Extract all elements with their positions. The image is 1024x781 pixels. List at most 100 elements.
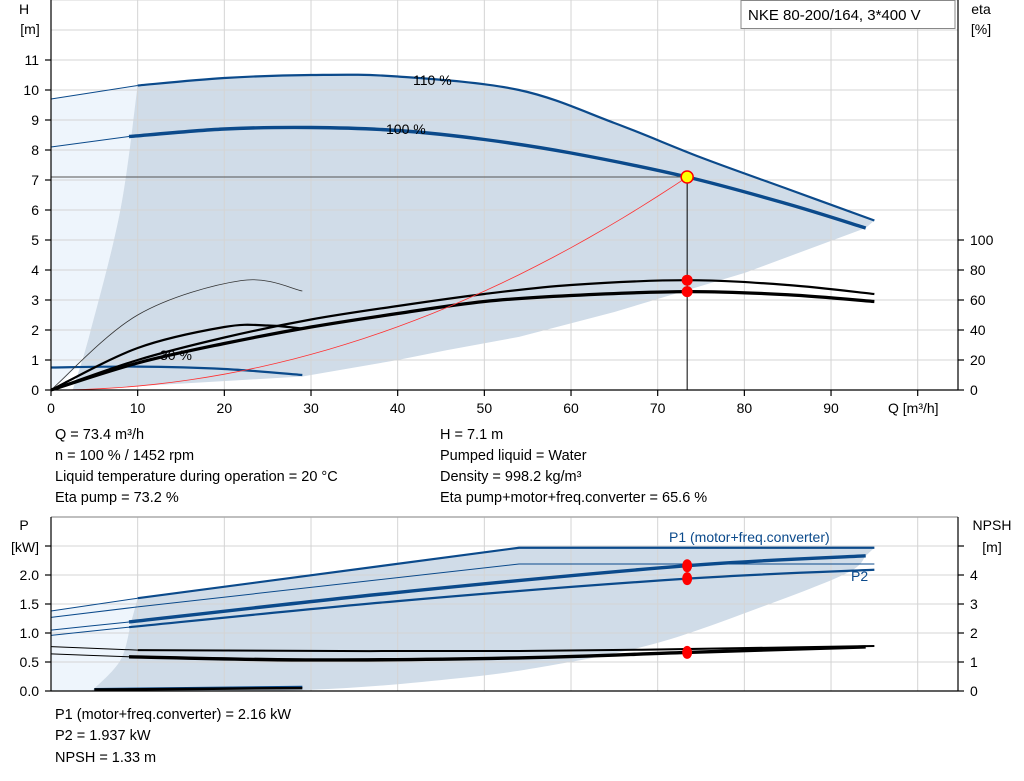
top-chart-axes: 0 10 20 30 40 50 60 70 80 90 0 1 2 3 4 5 6 7 8 9 10 11 0 20 40 60…: [23, 0, 994, 416]
eta-tick-label: 0: [970, 382, 978, 398]
h-tick-label: 11: [24, 52, 39, 68]
label-p1: P1 (motor+freq.converter): [669, 529, 830, 545]
p-tick-label: 1.0: [20, 625, 40, 641]
label-100-percent: 100 %: [386, 121, 426, 137]
h-tick-label: 8: [31, 142, 39, 158]
eta-axis-title: eta: [971, 1, 991, 17]
p-axis-title: P: [19, 517, 28, 533]
p-tick-label: 0.5: [20, 654, 40, 670]
info-liquid-temp: Liquid temperature during operation = 20…: [55, 469, 338, 485]
eta-tick-label: 80: [970, 262, 986, 278]
eta-tick-label: 100: [970, 232, 994, 248]
curve-H_110-extension: [50, 85, 138, 100]
q-tick-label: 80: [737, 400, 753, 416]
q-tick-label: 30: [303, 400, 319, 416]
duty-point-p2: [682, 572, 693, 586]
curve-P1_110-extension: [50, 597, 138, 612]
info-p2: P2 = 1.937 kW: [55, 728, 151, 744]
bottom-chart-axes: 0.0 0.5 1.0 1.5 2.0 0 1 2 3 4: [20, 517, 978, 699]
duty-point-npsh: [682, 645, 693, 659]
q-axis-title: Q [m³/h]: [888, 400, 939, 416]
label-p2: P2: [851, 568, 868, 584]
bottom-chart-grid: [51, 516, 958, 691]
info-eta-pump: Eta pump = 73.2 %: [55, 490, 179, 506]
curve-P1_100: [128, 554, 866, 624]
p-axis-unit: [kW]: [11, 539, 39, 555]
npsh-tick-label: 3: [970, 596, 978, 612]
q-tick-label: 20: [217, 400, 233, 416]
curve-H_100-extension: [50, 136, 130, 148]
p-tick-label: 2.0: [20, 567, 40, 583]
curve-P2_100: [128, 568, 875, 629]
curve-eta_pump_30: [50, 279, 303, 391]
bottom-chart-curves: [50, 546, 875, 691]
light-operating-area: [51, 598, 138, 691]
light-operating-area: [51, 85, 138, 390]
npsh-tick-label: 2: [970, 625, 978, 641]
q-tick-label: 50: [477, 400, 493, 416]
info-p1: P1 (motor+freq.converter) = 2.16 kW: [55, 707, 291, 723]
curve-P1_110: [137, 546, 875, 600]
h-tick-label: 6: [31, 202, 39, 218]
label-30-percent: 30 %: [160, 347, 192, 363]
h-tick-label: 0: [31, 382, 39, 398]
q-tick-label: 10: [130, 400, 146, 416]
curve-P2_110: [137, 563, 875, 608]
system-curve: [50, 176, 688, 391]
q-tick-label: 40: [390, 400, 406, 416]
q-tick-label: 70: [650, 400, 666, 416]
model-label-box: [740, 0, 956, 29]
curve-P1_100-extension: [50, 621, 130, 631]
operating-area: [72, 74, 875, 390]
curve-NPSH_30: [94, 686, 303, 691]
curve-H_110: [137, 73, 875, 222]
bottom-chart-areas: [51, 547, 875, 692]
info-q: Q = 73.4 m³/h: [55, 427, 144, 443]
h-tick-label: 10: [23, 82, 39, 98]
model-label: NKE 80-200/164, 3*400 V: [748, 7, 921, 24]
h-tick-label: 1: [31, 352, 39, 368]
curve-H_100: [128, 125, 867, 230]
operating-area: [91, 547, 875, 692]
curve-NPSH_100-extension: [50, 653, 130, 658]
h-tick-label: 7: [31, 172, 39, 188]
npsh-axis-unit: [m]: [982, 539, 1001, 555]
info-eta-total: Eta pump+motor+freq.converter = 65.6 %: [440, 490, 707, 506]
npsh-tick-label: 0: [970, 683, 978, 699]
h-tick-label: 3: [31, 292, 39, 308]
curve-P2_110-extension: [50, 606, 138, 618]
duty-point-head: [680, 170, 694, 184]
curve-H_30: [50, 365, 303, 377]
p-tick-label: 1.5: [20, 596, 40, 612]
p-tick-label: 0.0: [20, 683, 40, 699]
duty-point-p1: [682, 559, 693, 573]
curve-NPSH_110: [137, 645, 875, 653]
h-tick-label: 4: [31, 262, 39, 278]
info-h: H = 7.1 m: [440, 427, 503, 443]
eta-tick-label: 40: [970, 322, 986, 338]
h-axis-title: H: [19, 1, 29, 17]
top-chart-areas: [51, 74, 875, 390]
label-110-percent: 110 %: [413, 72, 452, 88]
q-tick-label: 90: [823, 400, 839, 416]
eta-tick-label: 20: [970, 352, 986, 368]
eta-tick-label: 60: [970, 292, 986, 308]
info-density: Density = 998.2 kg/m³: [440, 469, 582, 485]
npsh-axis-title: NPSH: [973, 517, 1012, 533]
h-axis-unit: [m]: [20, 21, 39, 37]
info-speed: n = 100 % / 1452 rpm: [55, 448, 194, 464]
curve-eta_total_30: [50, 323, 303, 391]
duty-point-eta-total: [681, 286, 693, 298]
curve-P2_100-extension: [50, 626, 130, 636]
curve-NPSH_110-extension: [50, 646, 138, 651]
q-tick-label: 60: [563, 400, 579, 416]
info-npsh: NPSH = 1.33 m: [55, 750, 156, 766]
h-tick-label: 5: [31, 232, 39, 248]
duty-point-eta-pump: [681, 274, 693, 286]
eta-axis-unit: [%]: [971, 21, 991, 37]
top-chart-curves: [50, 73, 875, 392]
npsh-tick-label: 1: [970, 654, 978, 670]
curve-eta_pump_100: [50, 279, 875, 392]
curve-eta_total_100: [50, 289, 875, 392]
